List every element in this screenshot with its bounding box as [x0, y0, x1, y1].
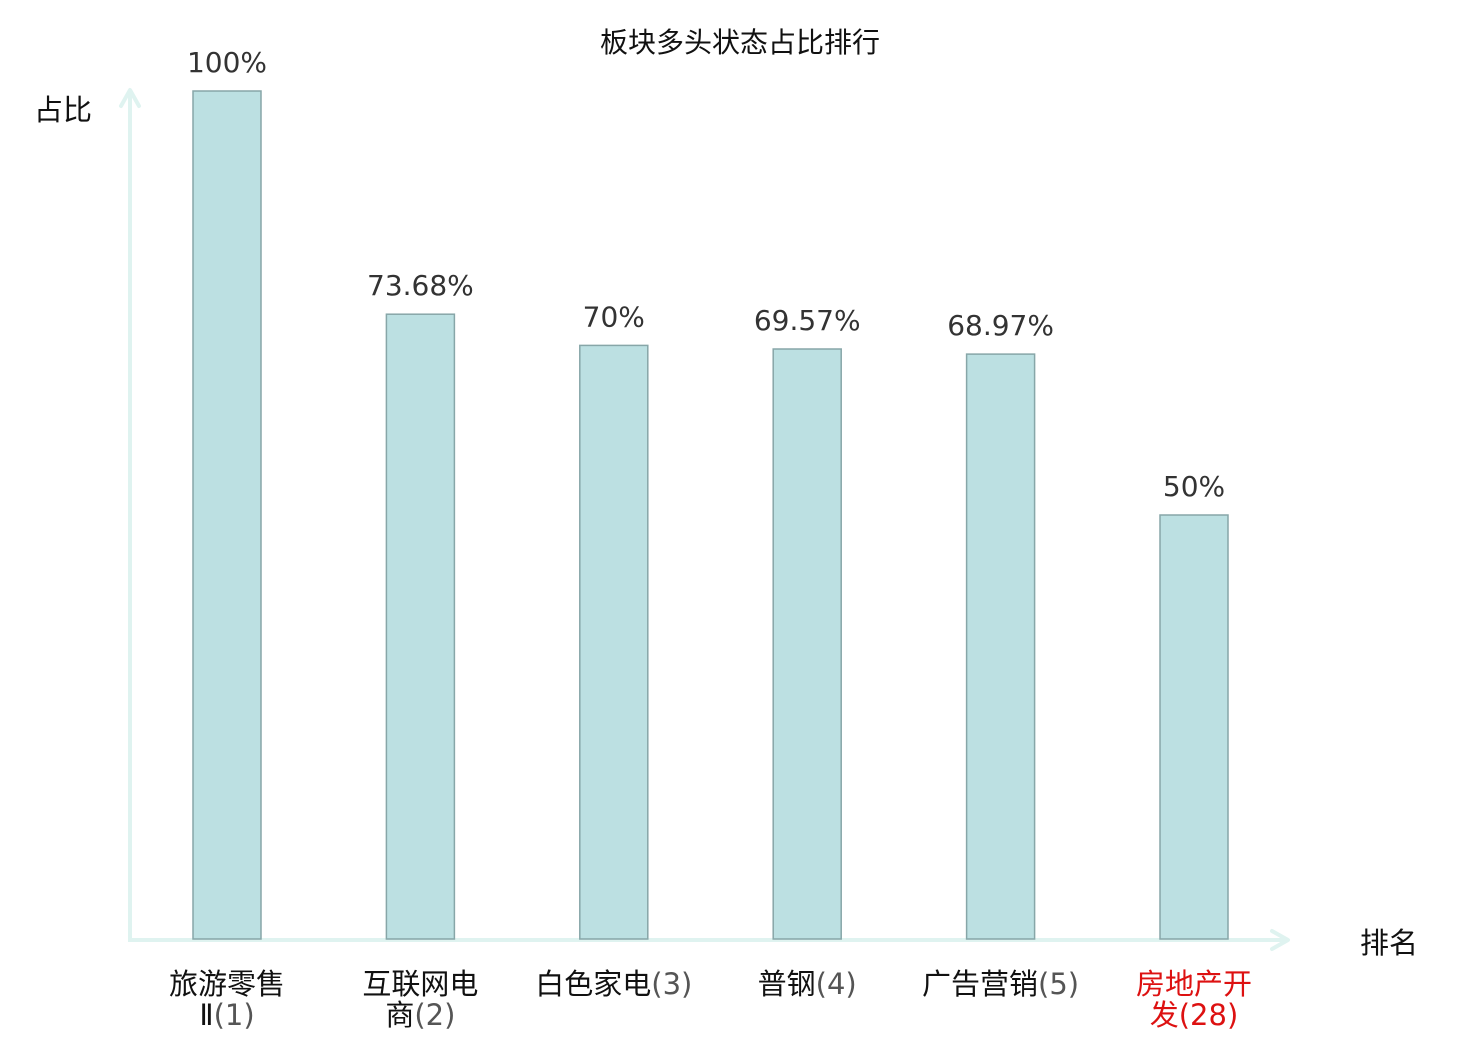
- value-labels-group: 100% 73.68% 70% 69.57% 68.97% 50%: [187, 46, 1225, 503]
- x-tick-label: 旅游零售: [169, 967, 285, 1001]
- data-label: 50%: [1163, 470, 1225, 503]
- y-axis-arrow: [119, 88, 141, 108]
- x-tick-label: 白色家电(3): [535, 967, 692, 1001]
- bars-group: [192, 90, 1229, 940]
- data-label: 100%: [187, 46, 267, 79]
- x-tick-label: 广告营销(5): [922, 967, 1079, 1001]
- bar: [965, 353, 1036, 940]
- x-tick-label: Ⅱ(1): [199, 998, 254, 1032]
- bar: [579, 344, 649, 940]
- data-label: 70%: [583, 300, 645, 333]
- bar: [385, 313, 456, 940]
- axes: [119, 88, 1290, 951]
- x-tick-label: 商(2): [385, 998, 455, 1032]
- chart-title: 板块多头状态占比排行: [600, 26, 880, 59]
- data-label: 69.57%: [754, 304, 861, 337]
- x-axis-arrow: [1270, 929, 1290, 951]
- x-axis-label: 排名: [1360, 926, 1418, 960]
- data-label: 73.68%: [367, 269, 474, 302]
- y-axis-label: 占比: [34, 93, 92, 127]
- x-tick-label: 房地产开: [1136, 967, 1252, 1001]
- bar: [772, 348, 842, 940]
- x-tick-label: 发(28): [1150, 998, 1239, 1032]
- bar: [1159, 514, 1229, 940]
- x-tick-label: 互联网电: [362, 967, 478, 1001]
- data-label: 68.97%: [947, 309, 1054, 342]
- bar: [192, 90, 262, 940]
- x-tick-label: 普钢(4): [758, 967, 857, 1001]
